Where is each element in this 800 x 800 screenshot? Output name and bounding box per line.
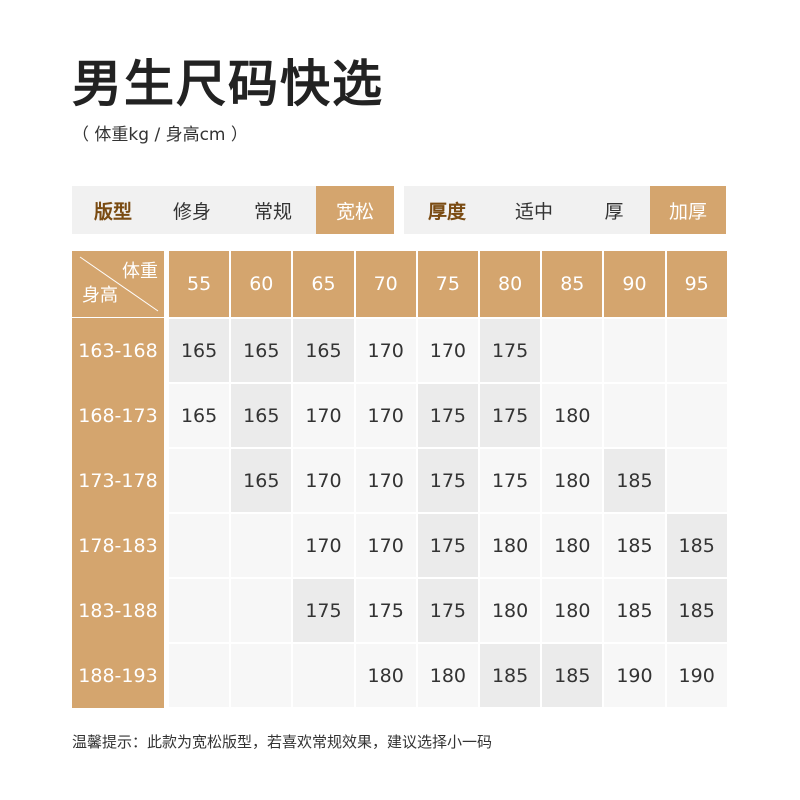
size-cell: 185 (604, 514, 665, 577)
size-cell (231, 644, 292, 707)
size-cell (666, 384, 727, 447)
footnote: 温馨提示：此款为宽松版型，若喜欢常规效果，建议选择小一码 (72, 733, 493, 751)
height-row-header: 163-168 (78, 339, 158, 362)
size-cell: 190 (604, 644, 665, 707)
size-cell (169, 449, 230, 512)
size-cell: 180 (417, 644, 478, 707)
size-cell: 180 (542, 579, 603, 642)
style-option-regular[interactable]: 常规 (253, 200, 292, 223)
size-cell: 185 (604, 579, 665, 642)
size-cell: 175 (293, 579, 354, 642)
weight-axis-label: 体重 (122, 261, 158, 282)
size-cell: 175 (355, 579, 416, 642)
size-cell: 175 (480, 384, 541, 447)
weight-header-75: 75 (417, 251, 478, 317)
weight-header-60: 60 (231, 251, 292, 317)
size-cell: 190 (666, 644, 727, 707)
style-option-slim[interactable]: 修身 (172, 200, 211, 223)
size-cell: 175 (480, 449, 541, 512)
corner-diagonal (79, 256, 159, 312)
size-cell: 180 (542, 384, 603, 447)
thickness-filter-label: 厚度 (427, 200, 466, 223)
size-cell (169, 514, 230, 577)
size-cell (604, 319, 665, 382)
size-cell: 180 (480, 514, 541, 577)
height-row-header: 188-193 (78, 664, 158, 687)
height-axis-label: 身高 (82, 285, 118, 306)
height-column-band (72, 318, 164, 708)
size-cell (293, 644, 354, 707)
height-row-header: 173-178 (78, 469, 158, 492)
size-cell (542, 319, 603, 382)
page-title: 男生尺码快选 (72, 55, 384, 113)
weight-header-65: 65 (293, 251, 354, 317)
size-cell: 180 (480, 579, 541, 642)
weight-header-80: 80 (480, 251, 541, 317)
size-cell: 170 (355, 514, 416, 577)
size-cell: 165 (231, 319, 292, 382)
size-cell: 165 (231, 449, 292, 512)
size-cell: 165 (169, 384, 230, 447)
size-cell: 185 (666, 514, 727, 577)
size-cell (169, 579, 230, 642)
size-cell: 175 (480, 319, 541, 382)
size-cell: 175 (417, 514, 478, 577)
weight-header-90: 90 (604, 251, 665, 317)
size-cell: 180 (355, 644, 416, 707)
size-cell: 185 (542, 644, 603, 707)
table-corner-header: 体重 身高 (72, 251, 164, 317)
size-cell (604, 384, 665, 447)
size-cell: 170 (417, 319, 478, 382)
weight-header-55: 55 (169, 251, 230, 317)
style-filter: 版型 修身 常规 宽松 (72, 186, 394, 234)
height-row-header: 178-183 (78, 534, 158, 557)
size-cell: 180 (542, 514, 603, 577)
unit-subtitle: （ 体重kg / 身高cm ） (72, 125, 248, 145)
size-cell: 170 (293, 384, 354, 447)
size-cell: 165 (231, 384, 292, 447)
thickness-option-thick[interactable]: 厚 (604, 200, 624, 223)
size-cell: 180 (542, 449, 603, 512)
size-cell (231, 579, 292, 642)
style-filter-label: 版型 (93, 200, 132, 223)
weight-header-95: 95 (666, 251, 727, 317)
size-cell: 170 (293, 514, 354, 577)
size-cell: 185 (604, 449, 665, 512)
size-cell: 175 (417, 579, 478, 642)
size-cell (169, 644, 230, 707)
size-cell: 170 (355, 319, 416, 382)
size-cell: 170 (355, 384, 416, 447)
thickness-filter: 厚度 适中 厚 加厚 (404, 186, 726, 234)
weight-header-70: 70 (355, 251, 416, 317)
size-cell (666, 449, 727, 512)
size-cell: 165 (293, 319, 354, 382)
size-cell (231, 514, 292, 577)
size-cell: 165 (169, 319, 230, 382)
size-cell: 170 (355, 449, 416, 512)
size-cell: 175 (417, 449, 478, 512)
size-cell: 185 (666, 579, 727, 642)
height-row-header: 183-188 (78, 599, 158, 622)
size-cell: 170 (293, 449, 354, 512)
weight-header-85: 85 (542, 251, 603, 317)
thickness-option-medium[interactable]: 适中 (514, 200, 553, 223)
style-option-loose[interactable]: 宽松 (316, 186, 394, 234)
height-row-header: 168-173 (78, 404, 158, 427)
size-cell: 185 (480, 644, 541, 707)
size-cell (666, 319, 727, 382)
size-cell: 175 (417, 384, 478, 447)
thickness-option-extra-thick[interactable]: 加厚 (650, 186, 726, 234)
